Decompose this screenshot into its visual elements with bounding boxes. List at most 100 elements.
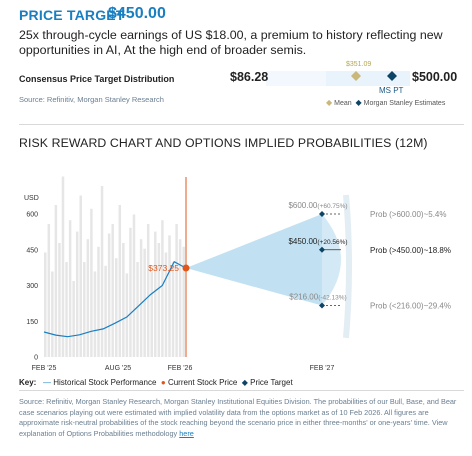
volume-bar (182, 246, 185, 357)
methodology-link[interactable]: here (179, 428, 194, 438)
ms-pt-marker (387, 71, 397, 81)
historical-price-line (43, 260, 187, 338)
distribution-tail (343, 194, 352, 339)
y-tick-label: 0 (34, 355, 38, 362)
y-tick-label: 300 (26, 283, 38, 290)
y-axis-label: USD (24, 195, 39, 202)
volume-bar (171, 262, 175, 357)
probability-cone (186, 214, 322, 306)
distribution-curve (322, 214, 341, 306)
current-price-label: $373.25 (148, 263, 179, 273)
volume-bar (129, 227, 132, 357)
consensus-ms-label: MS PT (379, 86, 404, 95)
volume-bar (161, 220, 164, 357)
volume-bar (47, 224, 51, 357)
volume-bar (157, 243, 161, 357)
volume-bar (175, 224, 178, 357)
volume-bar (164, 252, 168, 357)
volume-bar (58, 243, 61, 357)
scenario-pct: (-42.13%) (318, 295, 347, 302)
key-label: Key: (19, 378, 37, 387)
x-tick-label: FEB '26 (168, 365, 193, 372)
consensus-source: Source: Refinitiv, Morgan Stanley Resear… (19, 95, 164, 104)
consensus-low: $86.28 (230, 70, 269, 84)
volume-bar (79, 195, 82, 357)
scenario-diamond (319, 246, 325, 253)
scenario-diamond (319, 211, 325, 218)
price-target-value: $450.00 (108, 5, 166, 22)
scenario-label: $216.00(-42.13%) (289, 293, 346, 302)
volume-bar (90, 208, 93, 357)
volume-bar (150, 271, 153, 357)
consensus-legend: ◆ Mean ◆ Morgan Stanley Estimates (326, 98, 445, 107)
volume-bar (54, 205, 58, 357)
volume-bar (72, 281, 75, 357)
risk-reward-title: RISK REWARD CHART AND OPTIONS IMPLIED PR… (19, 136, 428, 150)
volume-bar (100, 186, 104, 357)
key-historical: Historical Stock Performance (53, 378, 157, 387)
divider (19, 124, 464, 125)
current-price-dot-icon: ● (160, 378, 166, 387)
volume-bar (139, 239, 143, 357)
volume-bar (104, 265, 107, 357)
divider-bottom (19, 390, 464, 391)
price-target-label: PRICE TARGET (19, 7, 125, 23)
footer-source: Source: Refinitiv, Morgan Stanley Resear… (19, 397, 464, 439)
legend-mean-text: Mean (334, 100, 352, 107)
chart-key: Key: — Historical Stock Performance ● Cu… (19, 378, 293, 387)
volume-bar (75, 231, 79, 357)
volume-bar (168, 235, 171, 357)
scenario-probability: Prob (>450.00)~18.8% (370, 246, 451, 255)
volume-bar (118, 205, 122, 357)
consensus-range-bar-left (266, 71, 326, 86)
scenario-label: $600.00(+60.75%) (288, 201, 347, 210)
volume-bar (136, 262, 139, 357)
volume-bar (143, 248, 146, 357)
investment-thesis: 25x through-cycle earnings of US $18.00,… (19, 28, 443, 57)
consensus-title: Consensus Price Target Distribution (19, 74, 175, 84)
volume-bar (44, 252, 47, 357)
volume-bar (178, 239, 182, 357)
footer-text: Source: Refinitiv, Morgan Stanley Resear… (19, 397, 457, 438)
scenario-pct: (+60.75%) (317, 203, 347, 210)
scenario-price: $600.00 (288, 201, 317, 210)
volume-bar (61, 176, 65, 357)
volume-bar (122, 243, 125, 357)
volume-bar (154, 231, 157, 357)
volume-bar (107, 233, 111, 357)
ms-legend-icon: ◆ (355, 98, 362, 107)
key-current: Current Stock Price (167, 378, 238, 387)
volume-bar (83, 262, 86, 357)
volume-bar (115, 258, 118, 357)
volume-bar (51, 271, 54, 357)
volume-bar (93, 271, 97, 357)
scenario-diamond (319, 302, 325, 309)
x-tick-label: FEB '27 (310, 365, 335, 372)
scenario-price: $450.00 (288, 237, 317, 246)
x-tick-label: FEB '25 (32, 365, 57, 372)
y-tick-label: 450 (26, 247, 38, 254)
scenario-probability: Prob (<216.00)~29.4% (370, 302, 451, 311)
x-tick-label: AUG '25 (105, 365, 131, 372)
volume-bar (68, 220, 72, 357)
consensus-high: $500.00 (412, 70, 458, 84)
volume-bar (146, 224, 150, 357)
consensus-mean-label: $351.09 (346, 61, 372, 68)
scenario-pct: (+20.56%) (317, 239, 347, 246)
volume-bar (86, 239, 90, 357)
current-price-marker (182, 264, 190, 272)
y-tick-label: 600 (26, 212, 38, 219)
volume-bar (97, 246, 100, 357)
legend-ms-text: Morgan Stanley Estimates (363, 100, 446, 107)
volume-bar (132, 214, 136, 357)
volume-bar (111, 224, 114, 357)
mean-marker (351, 71, 361, 81)
scenario-price: $216.00 (289, 293, 318, 302)
y-tick-label: 150 (26, 319, 38, 326)
volume-bar (125, 273, 129, 357)
mean-legend-icon: ◆ (326, 98, 333, 107)
scenario-probability: Prob (>600.00)~5.4% (370, 210, 447, 219)
historical-line-icon: — (43, 378, 52, 387)
